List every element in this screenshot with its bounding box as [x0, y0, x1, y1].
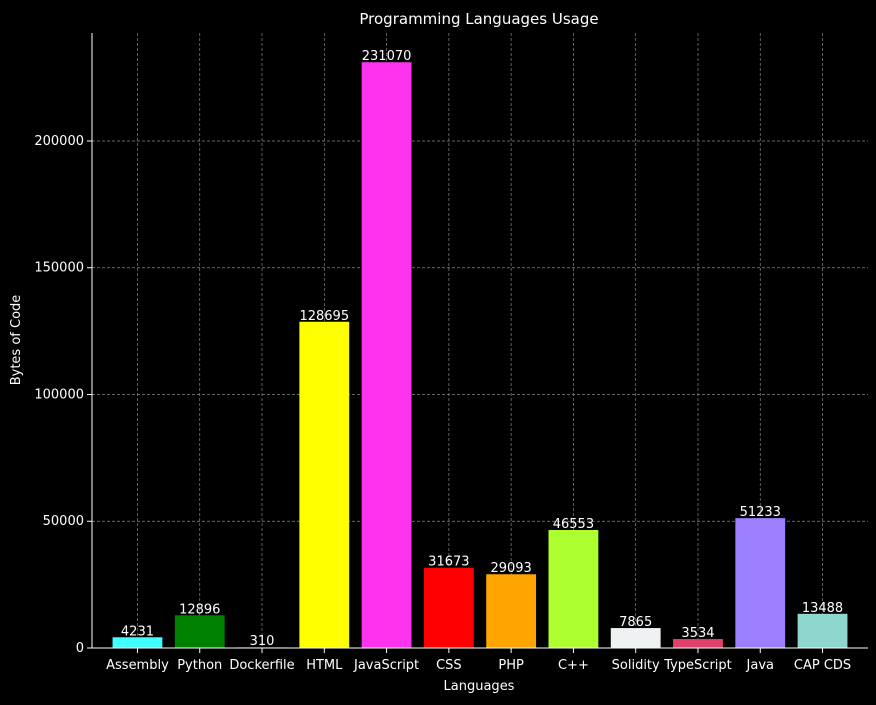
y-tick-label: 200000 — [34, 134, 84, 149]
y-tick-label: 50000 — [43, 514, 84, 529]
y-tick-label: 100000 — [34, 387, 84, 402]
x-tick-label: Python — [177, 658, 222, 673]
bar-cap-cds — [797, 613, 848, 648]
data-label: 4231 — [121, 624, 154, 639]
x-tick-label: CSS — [436, 658, 462, 673]
axes: 0 50000 100000 150000 200000 Assembly Python Do… — [34, 33, 868, 673]
bar-c- — [548, 529, 599, 648]
bar-javascript — [361, 62, 412, 648]
data-label: 51233 — [740, 505, 781, 520]
data-label: 310 — [250, 634, 275, 649]
x-tick-label: HTML — [306, 658, 343, 673]
bar-php — [486, 574, 537, 648]
data-label: 12896 — [179, 602, 220, 617]
data-label: 13488 — [802, 601, 843, 616]
x-tick-label: Dockerfile — [229, 658, 294, 673]
data-label: 31673 — [428, 555, 469, 570]
data-label: 7865 — [619, 615, 652, 630]
data-label: 29093 — [490, 561, 531, 576]
data-label: 3534 — [681, 626, 714, 641]
bar-html — [299, 321, 350, 648]
y-tick-label: 0 — [76, 641, 84, 656]
data-label: 128695 — [299, 309, 349, 324]
x-tick-label: CAP CDS — [794, 658, 851, 673]
bar-solidity — [610, 628, 661, 648]
x-tick-label: JavaScript — [353, 658, 419, 673]
y-axis-label: Bytes of Code — [9, 295, 24, 386]
chart-title: Programming Languages Usage — [359, 10, 598, 28]
x-axis-label: Languages — [444, 679, 515, 694]
bar-typescript — [673, 639, 723, 648]
bar-assembly — [112, 637, 163, 648]
x-tick-label: Solidity — [612, 658, 660, 673]
y-tick-label: 150000 — [34, 261, 84, 276]
bar-java — [735, 518, 786, 648]
x-tick-label: TypeScript — [663, 658, 732, 673]
x-tick-label: Assembly — [106, 658, 169, 673]
bar-python — [174, 615, 225, 648]
data-label: 46553 — [553, 517, 594, 532]
x-tick-label: PHP — [498, 658, 524, 673]
x-tick-label: Java — [746, 658, 774, 673]
x-tick-label: C++ — [558, 658, 589, 673]
data-label: 231070 — [362, 49, 412, 64]
labels: 4231 12896 310 128695 231070 31673 29093 46553 7… — [121, 49, 843, 649]
bar-css — [423, 567, 474, 648]
bars — [112, 62, 848, 648]
